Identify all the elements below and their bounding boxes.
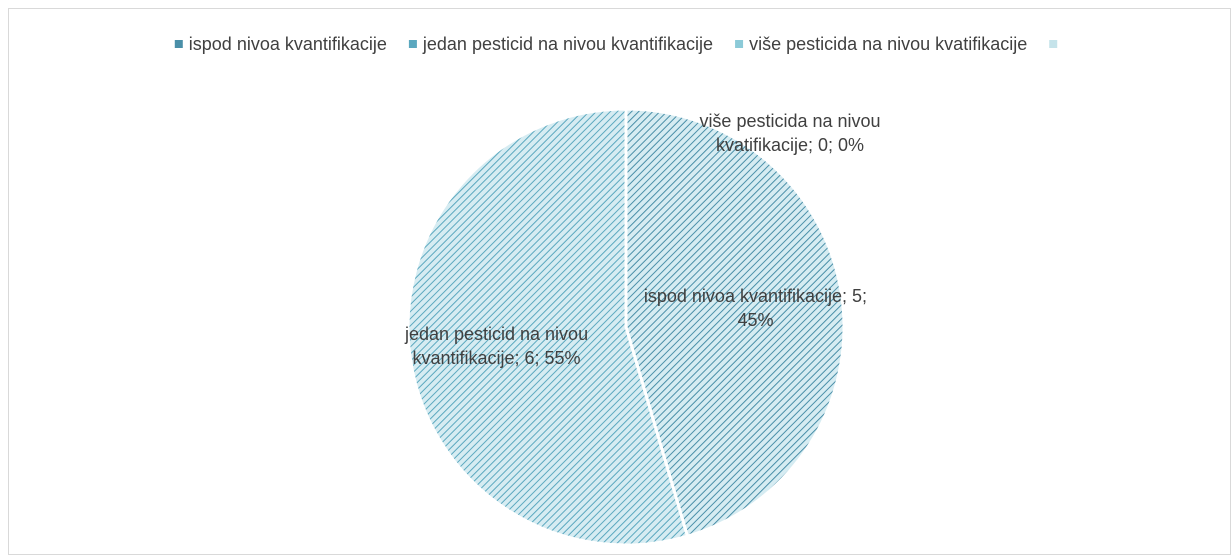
legend-swatch <box>174 40 183 48</box>
legend: ispod nivoa kvantifikacije jedan pesticid… <box>174 34 1058 54</box>
legend-label: ispod nivoa kvantifikacije <box>189 34 387 54</box>
legend-swatch <box>408 40 417 48</box>
data-label: ispod nivoa kvantifikacije; 5; 45% <box>643 286 868 331</box>
data-label: više pesticida na nivou kvatifikacije; 0… <box>699 111 881 155</box>
data-label: jedan pesticid na nivou kvantifikacije; … <box>404 323 589 368</box>
pie-slice <box>406 107 690 547</box>
legend-label: više pesticida na nivou kvatifikacije <box>749 34 1027 54</box>
legend-swatch <box>735 40 744 48</box>
legend-swatch <box>1049 40 1058 48</box>
pie-slice <box>624 107 846 539</box>
legend-label: jedan pesticid na nivou kvantifikacije <box>422 34 713 54</box>
